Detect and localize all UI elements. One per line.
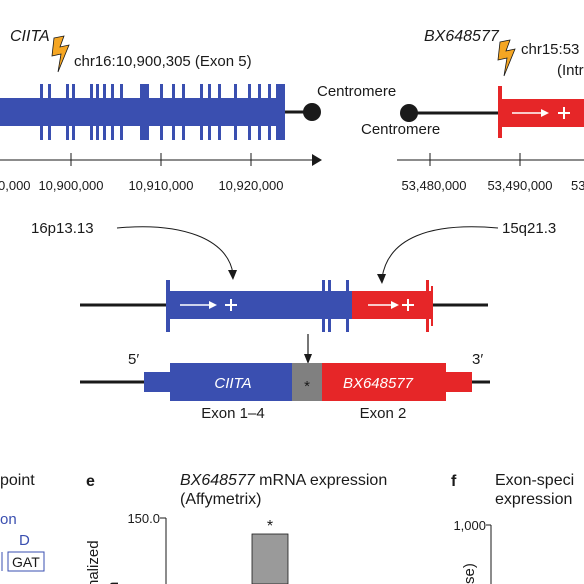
fused-bx-exon-mark-2 <box>431 286 433 326</box>
transcript-utr-right <box>446 372 472 392</box>
ciita-locus: CIITA chr16:10,900,305 (Exon 5) <box>0 28 396 193</box>
panel-e-subtitle: (Affymetrix) <box>180 491 261 508</box>
panel-f-title-1: Exon-speci <box>495 472 574 489</box>
panel-d: point on D GAT <box>0 472 45 572</box>
transcript-bx-block <box>322 363 446 401</box>
bx-breakpoint-sublabel: (Intr <box>557 62 584 79</box>
bx-locus: BX648577 chr15:53 (Intr Centromere 53,48… <box>361 28 584 193</box>
transcript-utr-left <box>144 372 170 392</box>
three-prime-label: 3′ <box>472 351 483 368</box>
panel-f-title-2: expression <box>495 491 572 508</box>
panel-e: e BX648577 mRNA expression (Affymetrix) … <box>85 472 387 584</box>
panel-d-aminoacid: D <box>19 532 30 549</box>
panel-d-codon: GAT <box>12 554 40 570</box>
bx-centromere <box>400 104 418 122</box>
band-right-arrowhead-icon <box>377 274 386 284</box>
bx-tick-2: 53 <box>571 178 584 193</box>
transcript-ciita-label: CIITA <box>214 375 251 392</box>
ciita-tick-2: 10,910,000 <box>128 178 193 193</box>
fused-bx-exon-mark-1 <box>426 280 429 332</box>
transcript-bx-label: BX648577 <box>343 375 414 392</box>
fused-ciita-exon-mark-2 <box>322 280 325 332</box>
band-left-arrowhead-icon <box>228 270 237 280</box>
panel-e-title: BX648577 mRNA expression <box>180 472 387 489</box>
fusion-transcript: 5′ 3′ CIITA * BX648577 Exon 1–4 Exon 2 <box>80 351 490 422</box>
ciita-centromere <box>303 103 321 121</box>
fused-plus-left-icon <box>225 299 237 311</box>
transcript-ciita-block <box>170 363 292 401</box>
bx-breakpoint-lightning-icon <box>497 39 516 77</box>
fused-arrow-left-icon <box>209 301 217 309</box>
fused-plus-right-icon <box>402 299 414 311</box>
ciita-tick-3: 10,920,000 <box>218 178 283 193</box>
five-prime-label: 5′ <box>128 351 139 368</box>
band-left-arrow <box>116 226 234 275</box>
panel-f-letter: f <box>451 473 457 490</box>
panel-d-title-fragment: point <box>0 472 35 489</box>
panel-f-tick: 1,000 <box>453 518 486 533</box>
panel-e-title-rest: mRNA expression <box>255 472 388 489</box>
ciita-exon-marks <box>40 84 285 140</box>
breakpoint-lightning-icon <box>51 35 70 73</box>
fused-ciita-exon-mark-4 <box>346 280 349 332</box>
ciita-tick-1: 10,900,000 <box>38 178 103 193</box>
panel-d-codon-box <box>7 551 45 572</box>
exon-right-text: Exon 2 <box>360 405 407 422</box>
panel-d-line2: on <box>0 511 17 528</box>
transcript-junction-block <box>292 363 322 401</box>
ciita-gene-label: CIITA <box>10 28 50 45</box>
panel-e-letter: e <box>86 473 95 490</box>
exon-left-label: Exon 1–4 <box>201 405 264 422</box>
ciita-breakpoint-label: chr16:10,900,305 (Exon 5) <box>74 53 252 70</box>
bx-axis <box>397 153 584 166</box>
bx-exon-mark <box>498 86 502 138</box>
ciita-centromere-label: Centromere <box>317 83 396 100</box>
panel-e-ylabel-2: n <box>105 582 122 584</box>
transcript-arrowhead-icon <box>304 354 312 364</box>
transcript-junction-mark: * <box>304 378 310 395</box>
fused-ciita-exon-mark-1 <box>166 280 170 332</box>
ciita-tick-0: 0,000 <box>0 178 31 193</box>
bx-strand-plus-icon <box>558 107 570 119</box>
bx-breakpoint-label: chr15:53 <box>521 41 579 58</box>
panel-e-asterisk: * <box>267 518 273 535</box>
fused-ciita-exon-mark-3 <box>328 280 331 332</box>
bx-tick-0: 53,480,000 <box>401 178 466 193</box>
bx-centromere-label: Centromere <box>361 121 440 138</box>
panel-e-ylabel: nalized <box>85 540 102 584</box>
fused-arrow-right-icon <box>391 301 399 309</box>
bx-gene-label: BX648577 <box>424 28 500 45</box>
band-left-label: 16p13.13 <box>31 220 94 237</box>
panel-e-bar <box>251 533 289 584</box>
panel-e-tick: 150.0 <box>127 511 160 526</box>
panel-e-title-gene: BX648577 <box>180 472 256 489</box>
band-right-label: 15q21.3 <box>502 220 556 237</box>
ciita-axis <box>0 153 322 166</box>
panel-f-ylabel: se) <box>461 563 478 584</box>
band-right-arrow <box>381 226 499 279</box>
fused-chromosome: 16p13.13 15q21.3 <box>31 220 556 364</box>
bx-direction-arrow-icon <box>541 109 549 117</box>
bx-tick-1: 53,490,000 <box>487 178 552 193</box>
panel-f: f Exon-speci expression 1,000 se) <box>451 472 574 584</box>
